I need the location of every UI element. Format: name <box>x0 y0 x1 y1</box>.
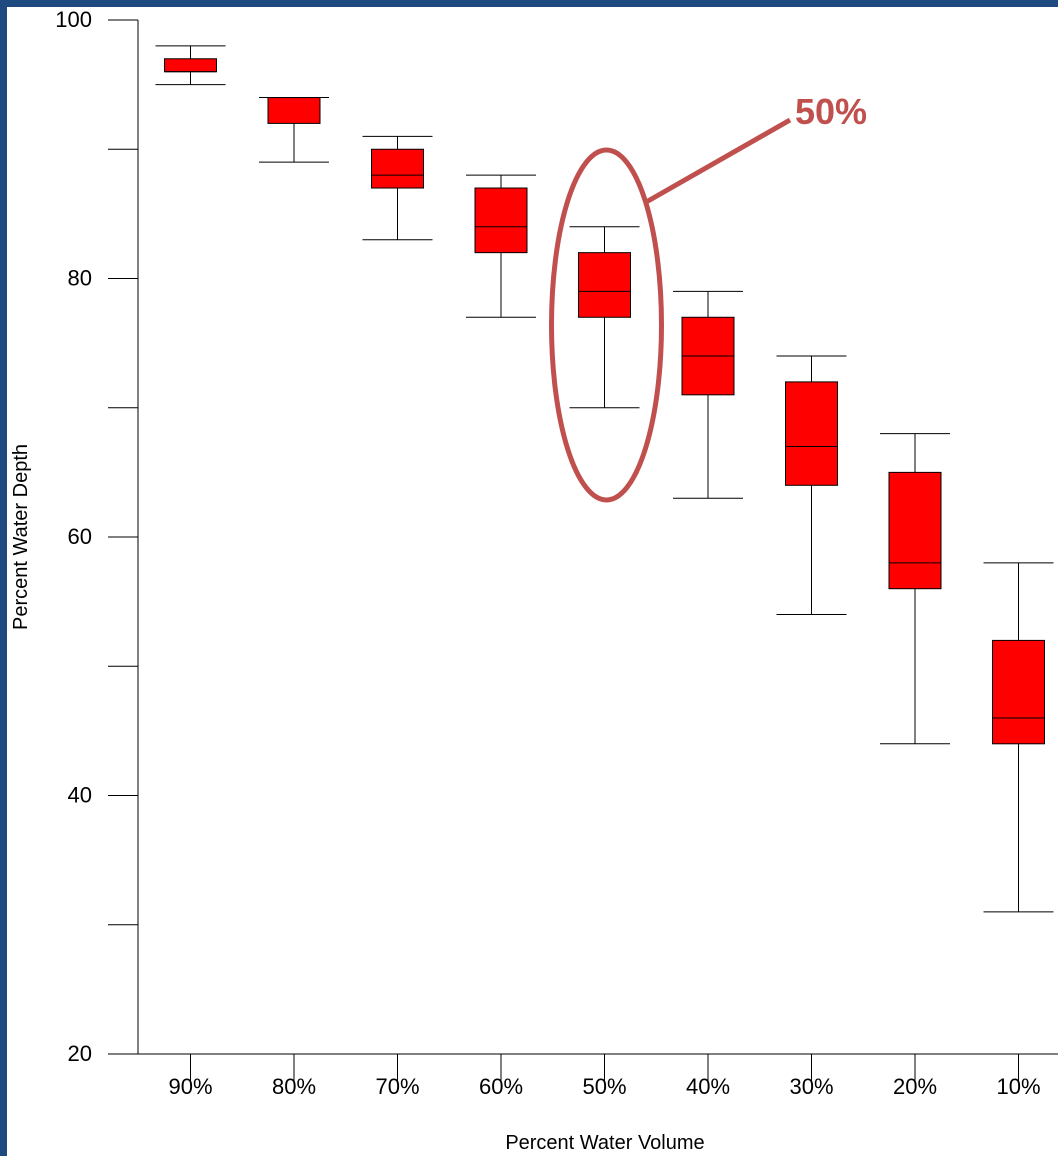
iqr-box <box>785 381 838 486</box>
boxes-layer <box>155 45 1054 913</box>
iqr-box <box>267 97 321 124</box>
x-tick-label: 70% <box>375 1074 419 1099</box>
box-40pct <box>673 290 743 499</box>
axes: 20 40 60 80 100 90% 80% 70% 60% 50% 40% 30% 20% 10% <box>55 7 1058 1099</box>
y-tick-label: 40 <box>68 783 92 808</box>
y-tick-label: 60 <box>68 524 92 549</box>
annotation-layer: 50% <box>549 91 867 503</box>
box-80pct <box>259 97 329 163</box>
iqr-box <box>371 148 424 189</box>
x-tick-label: 30% <box>789 1074 833 1099</box>
box-20pct <box>880 433 950 745</box>
y-tick-label: 80 <box>68 266 92 291</box>
box-50pct <box>569 226 640 409</box>
box-70pct <box>362 135 433 241</box>
iqr-box <box>888 471 942 590</box>
x-tick-label: 20% <box>893 1074 937 1099</box>
boxplot-chart: 20 40 60 80 100 90% 80% 70% 60% 50% 40% 30% 20% 10% 5… <box>10 7 1058 1154</box>
iqr-box <box>992 639 1045 745</box>
x-tick-label: 10% <box>996 1074 1040 1099</box>
annotation-leader-line <box>643 117 792 206</box>
x-axis-label: Percent Water Volume <box>505 1132 704 1154</box>
y-axis-label: Percent Water Depth <box>10 444 32 630</box>
x-tick-label: 50% <box>582 1074 626 1099</box>
iqr-box <box>578 252 631 318</box>
box-30pct <box>776 355 847 616</box>
x-tick-label: 80% <box>272 1074 316 1099</box>
x-tick-label: 40% <box>686 1074 730 1099</box>
chart-panel: 20 40 60 80 100 90% 80% 70% 60% 50% 40% 30% 20% 10% 5… <box>7 7 1058 1156</box>
x-tick-label: 90% <box>168 1074 212 1099</box>
y-tick-label: 20 <box>68 1041 92 1066</box>
iqr-box <box>164 58 217 73</box>
box-90pct <box>155 45 226 86</box>
box-60pct <box>466 174 536 318</box>
x-tick-label: 60% <box>479 1074 523 1099</box>
y-tick-label: 100 <box>55 7 92 32</box>
highlight-ellipse <box>549 147 664 503</box>
box-10pct <box>983 562 1054 913</box>
annotation-label: 50% <box>795 91 867 132</box>
iqr-box <box>474 187 528 254</box>
